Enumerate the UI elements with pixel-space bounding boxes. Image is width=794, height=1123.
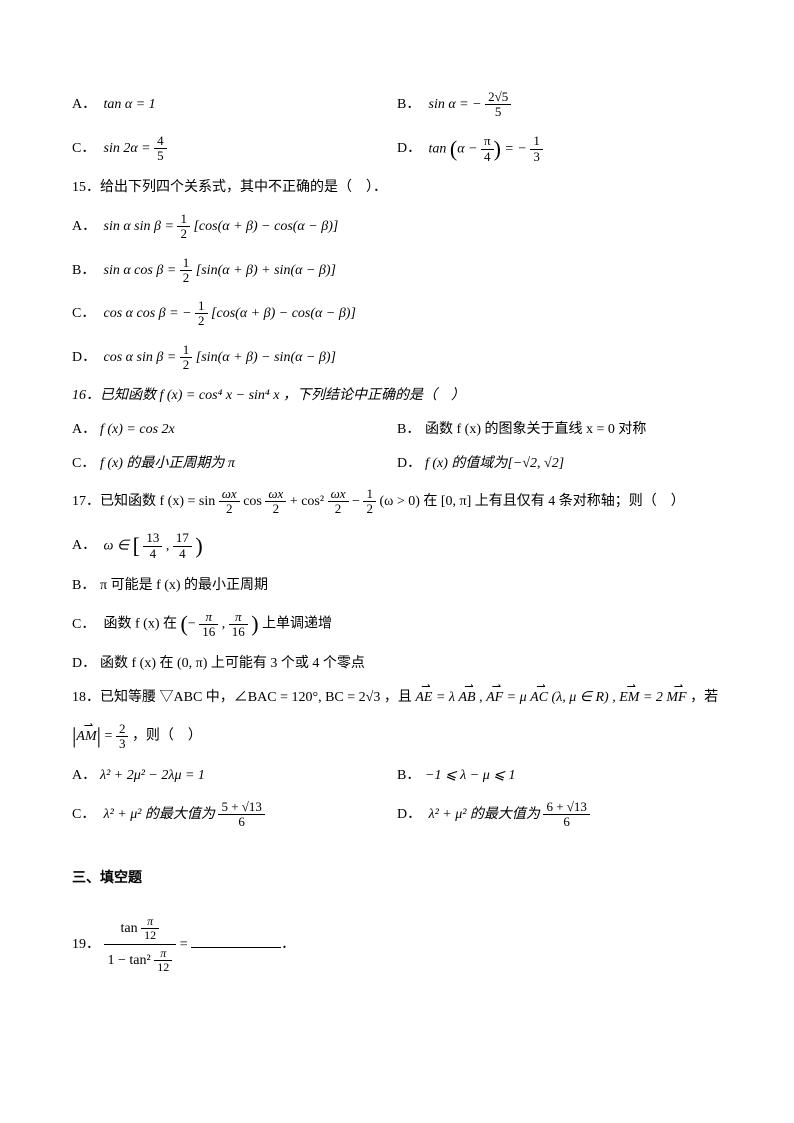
- q14-d-inner-frac: π 4: [481, 134, 494, 164]
- q14-row-ab: A． tan α = 1 B． sin α = − 2√5 5: [72, 90, 722, 120]
- label-d: D．: [397, 139, 425, 159]
- q18-opt-c: C． λ² + μ² 的最大值为 5 + √136: [72, 800, 397, 830]
- q18-stem: 18．已知等腰 ▽ABC 中，∠BAC = 120°, BC = 2√3 ，且 …: [72, 688, 722, 708]
- q15-opt-b: B． sin α cos β = 12 [sin(α + β) + sin(α …: [72, 256, 722, 286]
- vector-ab: AB: [458, 688, 475, 708]
- q14-opt-c: C． sin 2α = 4 5: [72, 134, 397, 164]
- q14-opt-d: D． tan (α − π 4 ) = − 1 3: [397, 134, 722, 165]
- q14-b-frac: 2√5 5: [485, 90, 511, 120]
- vector-em: EM: [619, 688, 639, 708]
- q19-big-frac: tan π12 1 − tan² π12: [104, 913, 177, 977]
- q17-opt-b: B．π 可能是 f (x) 的最小正周期: [72, 576, 722, 596]
- section-3-title: 三、填空题: [72, 869, 722, 889]
- label-a: A．: [72, 95, 100, 115]
- vector-am: AM: [76, 727, 96, 747]
- q17-opt-c: C． 函数 f (x) 在 (− π16 , π16 ) 上单调递增: [72, 609, 722, 640]
- q14-a-text: tan α = 1: [104, 97, 156, 112]
- q18-row-cd: C． λ² + μ² 的最大值为 5 + √136 D． λ² + μ² 的最大…: [72, 800, 722, 830]
- q14-d-frac: 1 3: [530, 134, 543, 164]
- q15-opt-d: D． cos α sin β = 12 [sin(α + β) − sin(α …: [72, 343, 722, 373]
- vector-ac: AC: [530, 688, 548, 708]
- q14-c-prefix: sin 2α =: [104, 141, 155, 156]
- q19: 19． tan π12 1 − tan² π12 = ．: [72, 913, 722, 977]
- q14-d-eq: = −: [504, 141, 526, 156]
- q16-opt-a: A．f (x) = cos 2x: [72, 420, 397, 440]
- q18-opt-d: D． λ² + μ² 的最大值为 6 + √136: [397, 800, 722, 830]
- q15-stem: 15．给出下列四个关系式，其中不正确的是（ ）．: [72, 178, 722, 198]
- q16-opt-b: B．函数 f (x) 的图象关于直线 x = 0 对称: [397, 420, 722, 440]
- q19-blank: [191, 933, 281, 948]
- q18-opt-b: B．−1 ⩽ λ − μ ⩽ 1: [397, 766, 722, 786]
- vector-mf: MF: [666, 688, 686, 708]
- q18-opt-a: A．λ² + 2μ² − 2λμ = 1: [72, 766, 397, 786]
- vector-ae: AE: [415, 688, 432, 708]
- q14-opt-a: A． tan α = 1: [72, 95, 397, 115]
- q18-stem-2: |AM| = 23 ，则（ ）: [72, 721, 722, 752]
- q15-opt-c: C． cos α cos β = − 12 [cos(α + β) − cos(…: [72, 299, 722, 329]
- label-b: B．: [397, 95, 425, 115]
- q14-b-prefix: sin α = −: [429, 97, 482, 112]
- q16-stem: 16．已知函数 f (x) = cos⁴ x − sin⁴ x ，下列结论中正确…: [72, 386, 722, 406]
- q17-opt-a: A． ω ∈ [ 134 , 174 ): [72, 531, 722, 562]
- q18-row-ab: A．λ² + 2μ² − 2λμ = 1 B．−1 ⩽ λ − μ ⩽ 1: [72, 766, 722, 786]
- label-c: C．: [72, 139, 100, 159]
- q16-row-cd: C．f (x) 的最小正周期为 π D．f (x) 的值域为[−√2, √2]: [72, 454, 722, 474]
- q14-row-cd: C． sin 2α = 4 5 D． tan (α − π 4 ) = − 1 …: [72, 134, 722, 165]
- q16-opt-d: D．f (x) 的值域为[−√2, √2]: [397, 454, 722, 474]
- q16-opt-c: C．f (x) 的最小正周期为 π: [72, 454, 397, 474]
- q17-opt-d: D．函数 f (x) 在 (0, π) 上可能有 3 个或 4 个零点: [72, 654, 722, 674]
- q17-stem: 17．已知函数 f (x) = sin ωx2 cos ωx2 + cos² ω…: [72, 487, 722, 517]
- q14-d-prefix: tan: [429, 141, 447, 156]
- q14-c-frac: 4 5: [154, 134, 167, 164]
- q16-row-ab: A．f (x) = cos 2x B．函数 f (x) 的图象关于直线 x = …: [72, 420, 722, 440]
- q15-opt-a: A． sin α sin β = 12 [cos(α + β) − cos(α …: [72, 212, 722, 242]
- q14-opt-b: B． sin α = − 2√5 5: [397, 90, 722, 120]
- vector-af: AF: [486, 688, 503, 708]
